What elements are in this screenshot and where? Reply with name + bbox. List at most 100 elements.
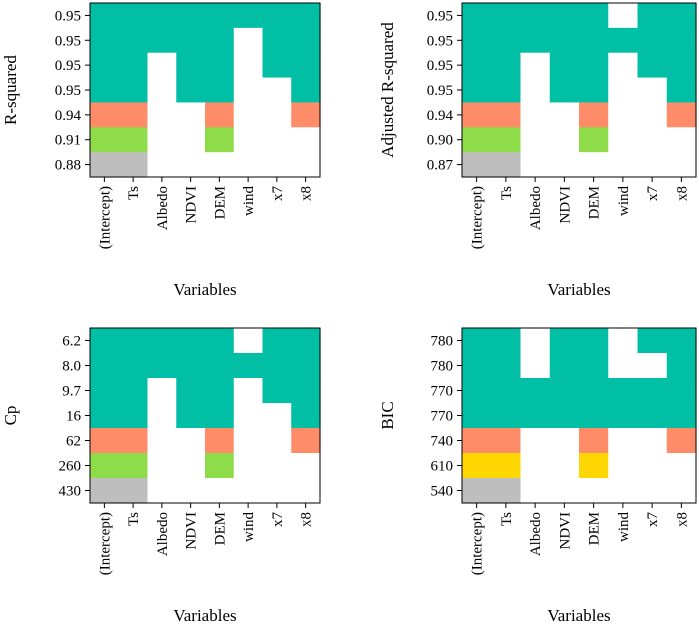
heatmap-cell bbox=[666, 403, 697, 429]
heatmap-cell bbox=[491, 102, 522, 128]
heatmap-cell bbox=[579, 353, 609, 379]
heatmap-cell bbox=[118, 102, 149, 128]
heatmap-cell bbox=[262, 328, 292, 354]
heatmap-cell bbox=[491, 328, 522, 354]
heatmap-cell bbox=[233, 3, 264, 29]
heatmap-cell bbox=[637, 378, 668, 404]
heatmap-cell bbox=[637, 328, 668, 354]
heatmap-cell bbox=[608, 403, 639, 429]
heatmap-cell bbox=[205, 152, 235, 178]
heatmap-cell bbox=[579, 152, 609, 178]
heatmap-cell bbox=[147, 378, 177, 404]
y-tick-label: 0.95 bbox=[55, 33, 81, 49]
heatmap-cell bbox=[637, 52, 668, 79]
heatmap-cell bbox=[233, 428, 264, 454]
heatmap-cell bbox=[491, 52, 522, 79]
heatmap-cell bbox=[666, 353, 697, 379]
heatmap-cell bbox=[205, 328, 235, 354]
x-tick-label: Ts bbox=[126, 512, 142, 526]
heatmap-cell bbox=[291, 378, 321, 404]
heatmap-cell bbox=[233, 102, 264, 128]
heatmap-cell bbox=[291, 478, 321, 504]
x-tick-label: DEM bbox=[212, 186, 228, 219]
y-tick-label: 0.95 bbox=[55, 58, 81, 74]
heatmap-cell bbox=[520, 353, 551, 379]
heatmap-cell bbox=[90, 328, 120, 354]
heatmap-cell bbox=[291, 127, 321, 153]
x-tick-label: x8 bbox=[674, 186, 690, 201]
heatmap-cell bbox=[176, 3, 206, 29]
heatmap-cell bbox=[549, 27, 580, 54]
heatmap-cell bbox=[233, 453, 264, 479]
heatmap-cell bbox=[262, 102, 292, 128]
y-axis-title: R-squared bbox=[1, 55, 20, 125]
y-tick-label: 260 bbox=[59, 459, 82, 475]
heatmap-cell bbox=[90, 378, 120, 404]
heatmap-cell bbox=[462, 453, 492, 479]
x-tick-label: x7 bbox=[645, 512, 661, 528]
heatmap-cell bbox=[147, 403, 177, 429]
heatmap-cell bbox=[118, 478, 149, 504]
heatmap-cell bbox=[608, 152, 639, 178]
heatmap-cell bbox=[118, 77, 149, 104]
heatmap-cell bbox=[608, 127, 639, 153]
y-tick-label: 0.91 bbox=[55, 133, 81, 149]
heatmap-cell bbox=[176, 77, 206, 104]
y-tick-label: 0.94 bbox=[55, 108, 82, 124]
y-tick-label: 0.95 bbox=[427, 33, 453, 49]
heatmap-cell bbox=[90, 152, 120, 178]
heatmap-cell bbox=[291, 152, 321, 178]
heatmap-cell bbox=[608, 328, 639, 354]
heatmap-cell bbox=[262, 378, 292, 404]
heatmap-cell bbox=[262, 127, 292, 153]
x-tick-label: wind bbox=[241, 186, 257, 217]
heatmap-cell bbox=[147, 478, 177, 504]
heatmap-cell bbox=[608, 378, 639, 404]
x-tick-label: wind bbox=[241, 512, 257, 543]
y-tick-label: 740 bbox=[431, 434, 454, 450]
x-tick-label: x8 bbox=[674, 512, 690, 527]
heatmap-cell bbox=[291, 453, 321, 479]
heatmap-cell bbox=[176, 378, 206, 404]
x-tick-label: x7 bbox=[270, 186, 286, 202]
heatmap-cell bbox=[579, 102, 609, 128]
y-tick-label: 780 bbox=[431, 334, 454, 350]
x-axis-title: Variables bbox=[173, 606, 236, 624]
heatmap-cell bbox=[579, 378, 609, 404]
heatmap-cell bbox=[118, 378, 149, 404]
heatmap-cell bbox=[118, 152, 149, 178]
heatmap-cell bbox=[147, 127, 177, 153]
heatmap-cell bbox=[491, 27, 522, 54]
heatmap-cell bbox=[637, 428, 668, 454]
heatmap-cell bbox=[608, 478, 639, 504]
y-tick-label: 6.2 bbox=[62, 334, 81, 350]
heatmap-cell bbox=[520, 453, 551, 479]
heatmap-cell bbox=[491, 77, 522, 104]
heatmap-cell bbox=[176, 353, 206, 379]
heatmap-cell bbox=[118, 453, 149, 479]
heatmap-cell bbox=[549, 478, 580, 504]
heatmap-cell bbox=[262, 453, 292, 479]
heatmap-cell bbox=[262, 152, 292, 178]
heatmap-cell bbox=[579, 3, 609, 29]
heatmap-cell bbox=[491, 378, 522, 404]
heatmap-cell bbox=[462, 378, 492, 404]
heatmap-cell bbox=[205, 3, 235, 29]
heatmap-cell bbox=[491, 353, 522, 379]
x-axis-title: Variables bbox=[547, 606, 610, 624]
heatmap-cell bbox=[491, 127, 522, 153]
heatmap-cell bbox=[262, 77, 292, 104]
heatmap-cell bbox=[637, 3, 668, 29]
y-tick-label: 0.95 bbox=[55, 8, 81, 24]
heatmap-cell bbox=[549, 52, 580, 79]
heatmap-cell bbox=[233, 152, 264, 178]
heatmap-cell bbox=[579, 27, 609, 54]
heatmap-cell bbox=[118, 127, 149, 153]
heatmap-cell bbox=[90, 478, 120, 504]
x-tick-label: Albedo bbox=[528, 186, 544, 230]
heatmap-cell bbox=[608, 52, 639, 79]
heatmap-cell bbox=[666, 152, 697, 178]
heatmap-cell bbox=[118, 328, 149, 354]
x-tick-label: NDVI bbox=[184, 512, 200, 550]
heatmap-cell bbox=[549, 152, 580, 178]
